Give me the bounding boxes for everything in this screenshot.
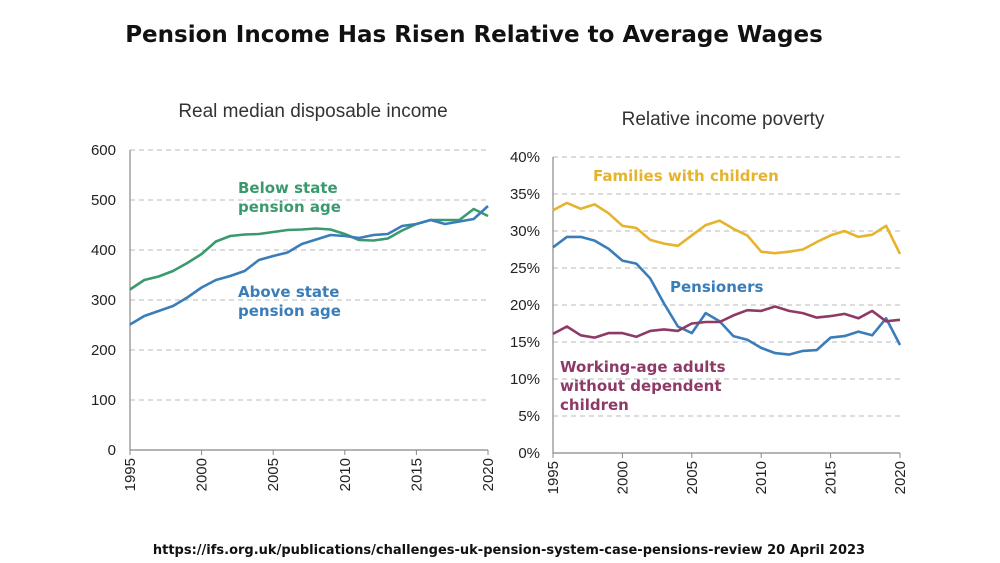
x-tick-label: 1995 (545, 461, 562, 494)
chart-title-poverty: Relative income poverty (622, 109, 825, 130)
x-tick-label: 2015 (823, 461, 840, 494)
series-label-working-age-adults-without-dependent-children: Working-age adults (560, 358, 726, 376)
series-line-working-age-adults-without-dependent-children (552, 305, 901, 339)
y-tick-label: 20% (510, 297, 540, 314)
y-tick-label: 400 (91, 242, 116, 259)
y-tick-label: 500 (91, 192, 116, 209)
y-tick-label: 0% (518, 445, 540, 462)
x-tick-label: 2010 (337, 458, 354, 491)
y-tick-label: 10% (510, 371, 540, 388)
y-tick-label: 600 (91, 142, 116, 159)
y-tick-label: 30% (510, 223, 540, 240)
x-tick-label: 2020 (480, 458, 497, 491)
page-title: Pension Income Has Risen Relative to Ave… (125, 22, 823, 48)
series-label-below-state-pension-age: pension age (238, 198, 341, 216)
series-label-above-state-pension-age: pension age (238, 302, 341, 320)
series-label-above-state-pension-age: Above state (238, 283, 339, 301)
y-tick-label: 100 (91, 392, 116, 409)
series-line-pensioners (552, 235, 902, 356)
source-citation: https://ifs.org.uk/publications/challeng… (152, 543, 866, 558)
chart-title-income: Real median disposable income (178, 101, 447, 122)
x-tick-label: 1995 (122, 458, 139, 491)
series-label-below-state-pension-age: Below state (238, 179, 338, 197)
x-tick-label: 2020 (892, 461, 909, 494)
x-tick-label: 2015 (408, 458, 425, 491)
y-tick-label: 0 (108, 442, 116, 459)
y-tick-label: 5% (518, 408, 540, 425)
x-tick-label: 2000 (614, 461, 631, 494)
x-tick-label: 2010 (753, 461, 770, 494)
series-label-working-age-adults-without-dependent-children: without dependent (560, 377, 721, 395)
series-label-families-with-children: Families with children (593, 167, 779, 185)
y-tick-label: 15% (510, 334, 540, 351)
x-tick-label: 2000 (194, 458, 211, 491)
income-chart: 0 100 200 300 400 500 600 1995 2000 2005 2010 2015 2… (91, 142, 497, 491)
y-tick-label: 300 (91, 292, 116, 309)
y-tick-label: 25% (510, 260, 540, 277)
y-tick-label: 40% (510, 149, 540, 166)
y-tick-label: 35% (510, 186, 540, 203)
series-label-working-age-adults-without-dependent-children: children (560, 396, 629, 414)
poverty-chart: 0% 5% 10% 15% 20% 25% 30% 35% 40% 1995 2000 2005 201… (510, 149, 909, 494)
series-line-above-state-pension-age (129, 205, 489, 326)
series-line-families-with-children (552, 201, 902, 255)
series-label-pensioners: Pensioners (670, 278, 763, 296)
x-tick-label: 2005 (265, 458, 282, 491)
x-tick-label: 2005 (684, 461, 701, 494)
y-tick-label: 200 (91, 342, 116, 359)
